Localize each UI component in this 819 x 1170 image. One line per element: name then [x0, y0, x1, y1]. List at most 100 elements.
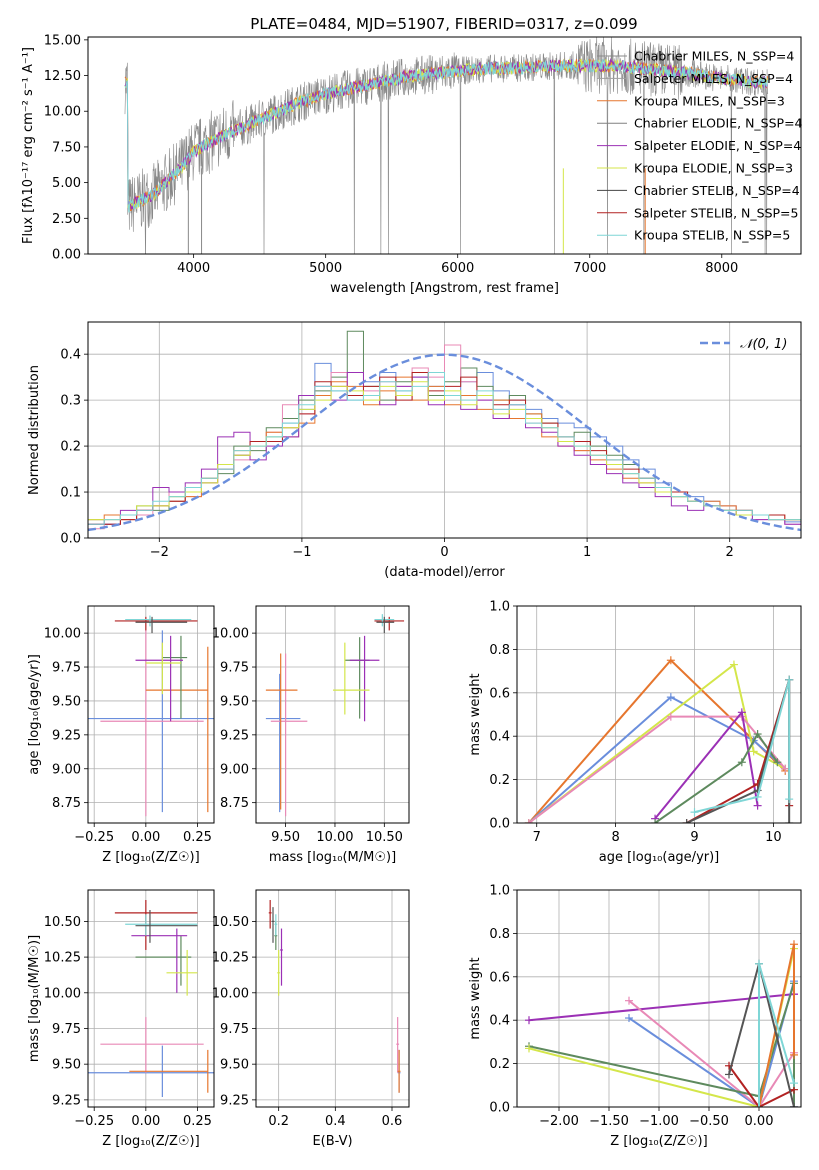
axes-frame — [87, 36, 802, 255]
y-tick-label: 9.25 — [220, 1093, 249, 1108]
axes-frame — [516, 889, 802, 1108]
y-tick-label: 10.25 — [44, 951, 81, 966]
x-tick-label: 0 — [440, 545, 448, 560]
y-tick-label: 10.00 — [44, 986, 81, 1001]
y-tick-label: 0.3 — [60, 394, 81, 409]
y-tick-label: 9.25 — [52, 1093, 81, 1108]
plot-content — [524, 656, 794, 823]
x-tick-label: −0.50 — [689, 1114, 729, 1129]
chart-age-vs-mass: 9.50 10.00 10.50 8.75 9.00 9.25 9.50 9.75 10.00 m… — [212, 605, 410, 865]
y-tick-label: 0.6 — [489, 970, 510, 985]
y-tick-label: 0.4 — [60, 348, 81, 363]
y-tick-label: 9.75 — [52, 1022, 81, 1037]
x-tick-label: 5000 — [309, 261, 342, 276]
y-tick-label: 0.0 — [60, 532, 81, 547]
y-tick-label: 10.50 — [44, 915, 81, 930]
plot-content — [88, 330, 801, 538]
x-tick-label: 10.00 — [316, 830, 353, 845]
weight-series-line — [628, 999, 795, 1107]
x-tick-label: 9 — [690, 830, 698, 845]
y-axis-label: age [log₁₀(age/yr)] — [27, 654, 42, 775]
y-axis-label: Flux [fλ10⁻¹⁷ erg cm⁻² s⁻¹ A⁻¹] — [21, 47, 36, 244]
y-tick-label: 0.2 — [489, 1057, 510, 1072]
y-tick-label: 15.00 — [44, 33, 81, 48]
legend-label: 𝒩(0, 1) — [740, 337, 787, 352]
y-tick-label: 9.25 — [52, 728, 81, 743]
x-tick-label: 7000 — [573, 261, 606, 276]
x-axis-label: E(B-V) — [312, 1134, 352, 1149]
x-axis-label: (data-model)/error — [384, 565, 505, 580]
chart-age-vs-metallicity: −0.25 0.00 0.25 8.75 9.00 9.25 9.50 9.75 10.00 Z … — [27, 605, 215, 865]
y-tick-label: 0.8 — [489, 927, 510, 942]
y-tick-label: 0.4 — [489, 730, 510, 745]
x-tick-label: −1 — [292, 545, 311, 560]
x-tick-label: 6000 — [441, 261, 474, 276]
x-tick-label: −1.50 — [589, 1114, 629, 1129]
y-tick-label: 8.75 — [52, 796, 81, 811]
y-tick-label: 1.0 — [489, 884, 510, 899]
weight-series-line — [694, 679, 791, 814]
x-tick-label: 9.50 — [271, 830, 300, 845]
plot-area — [256, 890, 409, 1107]
panels-group: 4000 5000 6000 7000 80000.002.505.007.5010.0… — [21, 33, 803, 1149]
observed-spectrum-line — [124, 37, 769, 254]
plot-content — [124, 37, 769, 254]
chart-mass-vs-metallicity: −0.25 0.00 0.25 9.25 9.50 9.75 10.00 10.25 10.50… — [27, 889, 215, 1149]
x-tick-label: 1 — [583, 545, 591, 560]
plot-area — [88, 890, 214, 1107]
y-tick-label: 7.50 — [52, 140, 81, 155]
axes-frame — [516, 605, 802, 824]
x-tick-label: 0.4 — [325, 1114, 346, 1129]
axes-frame — [255, 605, 410, 824]
y-tick-label: 9.50 — [220, 694, 249, 709]
x-tick-label: −0.25 — [74, 830, 114, 845]
plot-content — [268, 899, 401, 1093]
y-tick-label: 10.25 — [212, 951, 249, 966]
y-tick-label: 10.00 — [44, 105, 81, 120]
y-tick-label: 12.50 — [44, 69, 81, 84]
x-tick-label: 0.2 — [268, 1114, 289, 1129]
weight-series-line — [728, 1065, 795, 1107]
x-axis-label: Z [log₁₀(Z/Z☉)] — [610, 1134, 707, 1149]
y-tick-label: 9.50 — [52, 1058, 81, 1073]
x-tick-label: 7 — [533, 830, 541, 845]
plot-content — [525, 940, 798, 1107]
figure-title: PLATE=0484, MJD=51907, FIBERID=0317, z=0… — [250, 15, 637, 33]
x-tick-label: 0.00 — [131, 830, 160, 845]
x-tick-label: −1.00 — [639, 1114, 679, 1129]
legend-label: Kroupa STELIB, N_SSP=5 — [634, 228, 790, 243]
legend-label: Chabrier ELODIE, N_SSP=4 — [634, 116, 803, 131]
y-tick-label: 0.2 — [489, 773, 510, 788]
x-tick-label: 4000 — [177, 261, 210, 276]
y-tick-label: 9.75 — [52, 661, 81, 676]
x-axis-label: wavelength [Angstrom, rest frame] — [330, 281, 559, 296]
y-tick-label: 10.00 — [212, 627, 249, 642]
x-tick-label: 2 — [726, 545, 734, 560]
axes-frame — [255, 889, 410, 1108]
legend-label: Salpeter ELODIE, N_SSP=4 — [634, 138, 801, 153]
x-axis-label: Z [log₁₀(Z/Z☉)] — [102, 850, 199, 865]
legend-label: Salpeter STELIB, N_SSP=5 — [634, 205, 798, 220]
x-tick-label: 0.00 — [745, 1114, 774, 1129]
x-axis-label: age [log₁₀(age/yr)] — [599, 850, 720, 865]
y-tick-label: 0.0 — [489, 1101, 510, 1116]
y-tick-label: 9.00 — [52, 762, 81, 777]
plot-content — [88, 899, 214, 1098]
chart-residual-histogram: −2 −1 0 1 2 0.0 0.1 0.2 0.3 0.4 (data-model)/error… — [27, 321, 802, 580]
y-tick-label: 10.00 — [212, 986, 249, 1001]
chart-mass-weight-vs-age: 7 8 9 10 0.0 0.2 0.4 0.6 0.8 1.0 age [log₁₀(age/yr… — [468, 600, 802, 865]
x-tick-label: 0.6 — [382, 1114, 403, 1129]
y-tick-label: 9.75 — [220, 1022, 249, 1037]
chart-mass-vs-ebv: 0.2 0.4 0.6 9.25 9.50 9.75 10.00 10.25 10.50 E(B-… — [212, 889, 410, 1149]
weight-series-line — [528, 662, 786, 823]
x-tick-label: 10 — [765, 830, 782, 845]
chart-spectrum: 4000 5000 6000 7000 8000 0.00 2.50 5.00 7.50 10.0… — [21, 33, 803, 296]
axes-frame — [87, 321, 802, 539]
plot-content — [265, 614, 405, 817]
x-tick-label: 0.25 — [183, 1114, 212, 1129]
y-tick-label: 1.0 — [489, 600, 510, 615]
x-tick-label: −2 — [150, 545, 169, 560]
normal-reference-curve — [88, 353, 801, 532]
y-tick-label: 0.2 — [60, 440, 81, 455]
